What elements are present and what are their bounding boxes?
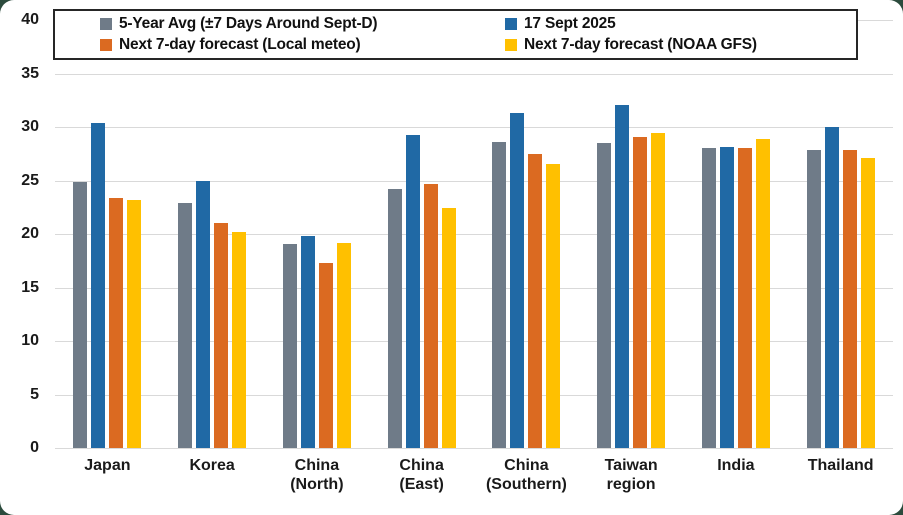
bar-series-0-cat-5 <box>597 143 612 448</box>
bar-series-3-cat-2 <box>336 242 351 448</box>
bar-group-4 <box>369 20 474 448</box>
bar-series-1-cat-6 <box>719 147 734 448</box>
y-tick-label-40: 40 <box>21 11 39 28</box>
plot-area <box>55 20 893 449</box>
bar-groups <box>55 20 893 448</box>
legend-label-local-meteo: Next 7-day forecast (Local meteo) <box>119 35 361 53</box>
bar-group-5 <box>474 20 579 448</box>
bar-group-3 <box>265 20 370 448</box>
bar-series-3-cat-6 <box>755 138 770 448</box>
category-label-7: India <box>717 457 755 474</box>
legend-swatch-17-sept-2025 <box>505 18 517 31</box>
bar-series-2-cat-3 <box>423 183 438 448</box>
bar-series-3-cat-4 <box>546 164 561 448</box>
bar-series-2-cat-0 <box>109 197 124 448</box>
bar-series-3-cat-3 <box>441 208 456 448</box>
bar-group-2 <box>160 20 265 448</box>
bar-series-3-cat-7 <box>860 158 875 448</box>
bar-series-3-cat-5 <box>651 133 666 448</box>
bar-group-8 <box>788 20 893 448</box>
legend: 5-Year Avg (±7 Days Around Sept-D) 17 Se… <box>53 9 858 60</box>
legend-label-5yr-avg: 5-Year Avg (±7 Days Around Sept-D) <box>119 15 378 33</box>
bar-series-1-cat-1 <box>196 180 211 448</box>
category-label-3: China (North) <box>290 457 344 494</box>
y-tick-label-30: 30 <box>21 118 39 135</box>
legend-label-17-sept-2025: 17 Sept 2025 <box>524 15 616 33</box>
y-tick-label-5: 5 <box>30 385 39 403</box>
bar-series-2-cat-1 <box>214 223 229 448</box>
gridline-35 <box>55 73 893 75</box>
bar-group-7 <box>684 20 789 448</box>
legend-item-local-meteo: Next 7-day forecast (Local meteo) <box>100 36 505 54</box>
gridline-20 <box>55 234 893 235</box>
bar-series-1-cat-4 <box>510 113 525 448</box>
bar-series-1-cat-2 <box>300 236 315 448</box>
category-label-1: Japan <box>84 457 131 474</box>
gridline-10 <box>55 341 893 342</box>
bar-series-1-cat-3 <box>405 134 420 448</box>
category-label-6: Taiwan region <box>604 457 658 494</box>
bar-series-1-cat-7 <box>824 127 839 448</box>
bar-series-0-cat-6 <box>701 148 716 448</box>
gridline-5 <box>55 394 893 396</box>
bar-series-2-cat-5 <box>633 136 648 448</box>
bar-series-2-cat-4 <box>528 153 543 448</box>
bar-series-2-cat-6 <box>737 148 752 448</box>
gridline-15 <box>55 287 893 289</box>
bar-series-1-cat-5 <box>615 104 630 448</box>
bar-series-3-cat-0 <box>127 199 142 448</box>
legend-label-noaa-gfs: Next 7-day forecast (NOAA GFS) <box>524 35 757 53</box>
y-tick-label-15: 15 <box>21 278 39 296</box>
bar-series-0-cat-0 <box>73 181 88 448</box>
gridline-30 <box>55 127 893 128</box>
category-label-8: Thailand <box>807 457 874 474</box>
y-axis: 0 5 10 15 20 25 30 35 40 <box>0 0 45 515</box>
gridline-25 <box>55 180 893 182</box>
bar-series-0-cat-2 <box>282 243 297 448</box>
bar-series-2-cat-2 <box>318 262 333 448</box>
category-labels: Japan Korea China (North) China (East) China… <box>55 456 893 494</box>
y-tick-label-10: 10 <box>21 332 39 349</box>
legend-item-5yr-avg: 5-Year Avg (±7 Days Around Sept-D) <box>100 15 505 33</box>
bar-series-0-cat-4 <box>492 142 507 448</box>
bar-series-3-cat-1 <box>232 231 247 448</box>
legend-swatch-noaa-gfs <box>505 38 517 51</box>
category-label-5: China (Southern) <box>485 457 567 494</box>
legend-swatch-5yr-avg <box>100 18 112 31</box>
bar-series-2-cat-7 <box>842 149 857 448</box>
category-label-2: Korea <box>189 457 235 474</box>
bar-group-1 <box>55 20 160 448</box>
category-label-4: China (East) <box>399 457 444 494</box>
y-tick-label-20: 20 <box>21 225 39 242</box>
bar-series-1-cat-0 <box>91 122 106 448</box>
bar-group-6 <box>579 20 684 448</box>
bar-series-0-cat-7 <box>806 149 821 448</box>
legend-item-noaa-gfs: Next 7-day forecast (NOAA GFS) <box>505 36 856 54</box>
bar-series-0-cat-1 <box>178 203 193 448</box>
y-tick-label-25: 25 <box>21 171 39 189</box>
y-tick-label-35: 35 <box>21 64 39 82</box>
legend-item-17-sept-2025: 17 Sept 2025 <box>505 15 856 33</box>
y-tick-label-0: 0 <box>30 439 39 456</box>
bar-series-0-cat-3 <box>387 189 402 448</box>
gridline-0 <box>55 448 893 449</box>
legend-swatch-local-meteo <box>100 38 112 51</box>
